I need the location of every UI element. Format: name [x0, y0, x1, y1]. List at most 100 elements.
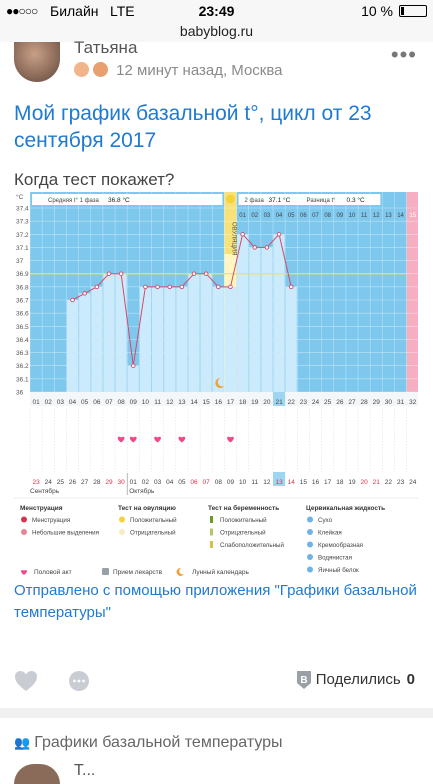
date-label: 07 [203, 479, 211, 486]
carrier-name: Билайн [50, 3, 99, 19]
top-day-label: 13 [385, 213, 392, 219]
date-label: 27 [81, 479, 89, 486]
post-title[interactable]: Мой график базальной t°, цикл от 23 сент… [14, 102, 372, 152]
y-tick-label: 37.4 [16, 206, 29, 213]
cycle-day-label: 16 [215, 399, 223, 406]
date-label: 14 [288, 479, 296, 486]
date-label: 29 [105, 479, 113, 486]
date-label: 25 [57, 479, 65, 486]
temp-bar [164, 286, 176, 392]
temp-point [276, 232, 282, 237]
legend-item-cervical: Яичный белок [318, 567, 359, 574]
date-label: 13 [275, 479, 283, 486]
sent-from-link[interactable]: Отправлено с помощью приложения "Графики… [14, 582, 417, 621]
legend-title-menstruation: Менструация [20, 505, 63, 512]
date-label: 03 [154, 479, 162, 486]
date-label: 23 [32, 479, 40, 486]
temp-bar [261, 247, 273, 392]
intercourse-heart-icon [227, 436, 234, 443]
address-bar[interactable]: babyblog.ru [0, 22, 433, 42]
phase1-info-value: 36.8 °C [108, 196, 130, 204]
temp-bar [103, 273, 115, 392]
cycle-day-label: 29 [373, 399, 381, 406]
post-actions: B Поделились 0 [0, 668, 433, 698]
legend-marker-pregnancy_test [210, 516, 213, 523]
temp-point [131, 363, 136, 368]
date-label: 18 [336, 479, 344, 486]
temp-point [179, 284, 185, 290]
temp-bar [188, 273, 200, 392]
sun-icon [225, 194, 235, 204]
group-link[interactable]: 👥 Графики базальной температуры [14, 734, 283, 752]
like-icon[interactable] [14, 670, 38, 692]
cycle-day-label: 14 [190, 399, 198, 406]
ovulation-label: ОВУЛЯЦИЯ [230, 222, 236, 255]
author-name[interactable]: Татьяна [74, 38, 138, 57]
diff-info-label: Разница t° [307, 198, 337, 204]
current-date-cell [273, 472, 286, 486]
y-tick-label: 36 [16, 390, 24, 397]
next-author[interactable]: Т... [74, 762, 96, 779]
y-tick-label: 36.5 [16, 324, 29, 331]
legend-marker-cervical [307, 529, 313, 535]
date-label: 22 [385, 479, 393, 486]
phase1-info-box [32, 194, 223, 205]
top-day-label: 15 [409, 213, 416, 219]
temp-point [94, 284, 100, 290]
temp-bar [152, 286, 164, 392]
legend-title-pregnancy_test: Тест на беременность [208, 504, 279, 512]
legend-lunar: Лунный календарь [192, 568, 249, 576]
cycle-day-label: 06 [93, 399, 101, 406]
intercourse-heart-icon [117, 436, 125, 443]
top-day-label: 06 [300, 213, 307, 219]
next-avatar[interactable] [14, 764, 60, 784]
legend-item-pregnancy_test: Слабоположительный [220, 542, 285, 549]
cycle-day-label: 05 [81, 399, 89, 406]
share-icon[interactable]: B [295, 670, 313, 690]
y-tick-label: 36.4 [16, 337, 29, 344]
legend-item-pregnancy_test: Положительный [220, 517, 267, 524]
cycle-day-label: 17 [227, 399, 235, 406]
phase2-info-box [238, 194, 381, 205]
date-label: 23 [397, 479, 405, 486]
legend-item-cervical: Кремообразная [318, 542, 363, 549]
bbt-chart[interactable]: 37.4 37.3 37.2 37.1 37 36.9 36.8 36.7 36.6 36.5 36… [14, 192, 418, 576]
temp-bar [66, 300, 79, 392]
top-day-label: 05 [288, 213, 295, 219]
group-icon: 👥 [14, 735, 31, 750]
legend-item-ovulation_test: Положительный [130, 517, 177, 524]
cycle-day-label: 19 [251, 399, 259, 406]
girl-icon [74, 62, 89, 77]
cycle-day-label: 21 [275, 399, 283, 406]
y-unit-label: °C [16, 193, 24, 201]
legend-item-ovulation_test: Отрицательный [130, 530, 176, 537]
temp-bar [176, 286, 188, 392]
y-tick-label: 37.3 [16, 219, 29, 226]
legend-medication: Прием лекарств [113, 569, 163, 576]
temp-bar [212, 286, 224, 392]
temp-bar [237, 234, 249, 392]
share-button[interactable]: Поделились 0 [316, 671, 415, 688]
comment-icon[interactable] [68, 670, 90, 692]
cycle-day-label: 12 [166, 399, 174, 406]
avatar[interactable] [14, 42, 60, 82]
cycle-day-label: 25 [324, 399, 332, 406]
legend-marker-menstruation [21, 529, 27, 535]
y-tick-label: 36.1 [16, 376, 29, 383]
cycle-day-label: 03 [57, 399, 65, 406]
cycle-day-label: 15 [203, 399, 211, 406]
date-label: 11 [251, 479, 258, 486]
post-header: Татьяна 12 минут назад, Москва ••• [0, 38, 433, 92]
temp-point [106, 271, 112, 276]
cycle-day-label: 24 [312, 399, 320, 406]
date-label: 16 [312, 479, 320, 486]
post-city: , Москва [222, 62, 283, 79]
date-label: 24 [45, 479, 53, 486]
temp-point [118, 271, 124, 276]
more-options-icon[interactable]: ••• [390, 42, 417, 67]
y-tick-label: 37.2 [16, 232, 29, 239]
temp-point [228, 284, 233, 290]
top-day-label: 14 [397, 213, 404, 219]
cycle-day-label: 04 [69, 399, 77, 406]
share-label: Поделились [315, 671, 401, 688]
